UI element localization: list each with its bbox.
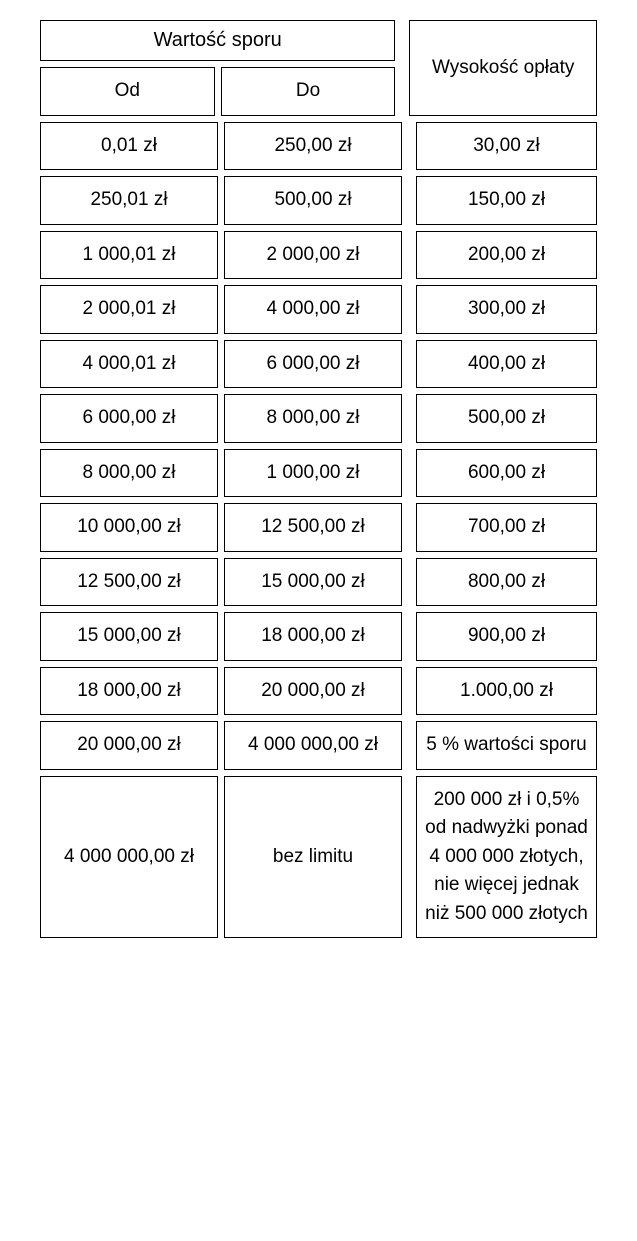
cell-od: 18 000,00 zł — [40, 667, 218, 716]
header-col-do: Do — [221, 67, 396, 116]
table-header-row: Wartość sporu Od Do Wysokość opłaty — [40, 20, 597, 116]
table-row: 4 000,01 zł 6 000,00 zł 400,00 zł — [40, 340, 597, 389]
cell-do: 20 000,00 zł — [224, 667, 402, 716]
table-row: 6 000,00 zł 8 000,00 zł 500,00 zł — [40, 394, 597, 443]
cell-od: 1 000,01 zł — [40, 231, 218, 280]
row-right: 150,00 zł — [416, 176, 597, 225]
cell-od: 250,01 zł — [40, 176, 218, 225]
cell-fee: 1.000,00 zł — [416, 667, 597, 716]
row-left: 10 000,00 zł 12 500,00 zł — [40, 503, 402, 552]
cell-do: 500,00 zł — [224, 176, 402, 225]
row-right: 1.000,00 zł — [416, 667, 597, 716]
cell-fee: 800,00 zł — [416, 558, 597, 607]
cell-od: 4 000 000,00 zł — [40, 776, 218, 939]
cell-fee: 400,00 zł — [416, 340, 597, 389]
cell-do: 250,00 zł — [224, 122, 402, 171]
cell-fee: 500,00 zł — [416, 394, 597, 443]
row-right: 30,00 zł — [416, 122, 597, 171]
row-right: 300,00 zł — [416, 285, 597, 334]
cell-fee: 600,00 zł — [416, 449, 597, 498]
row-right: 600,00 zł — [416, 449, 597, 498]
cell-fee: 200,00 zł — [416, 231, 597, 280]
row-right: 200,00 zł — [416, 231, 597, 280]
cell-od: 15 000,00 zł — [40, 612, 218, 661]
row-right: 400,00 zł — [416, 340, 597, 389]
row-right: 700,00 zł — [416, 503, 597, 552]
table-row: 4 000 000,00 zł bez limitu 200 000 zł i … — [40, 776, 597, 939]
cell-do: 15 000,00 zł — [224, 558, 402, 607]
cell-fee: 900,00 zł — [416, 612, 597, 661]
row-left: 250,01 zł 500,00 zł — [40, 176, 402, 225]
header-sub-row: Od Do — [40, 67, 395, 116]
cell-od: 6 000,00 zł — [40, 394, 218, 443]
cell-fee: 30,00 zł — [416, 122, 597, 171]
cell-do: 18 000,00 zł — [224, 612, 402, 661]
row-right: 900,00 zł — [416, 612, 597, 661]
cell-fee: 200 000 zł i 0,5% od nadwyżki ponad 4 00… — [416, 776, 597, 939]
cell-fee: 700,00 zł — [416, 503, 597, 552]
cell-od: 20 000,00 zł — [40, 721, 218, 770]
row-left: 4 000 000,00 zł bez limitu — [40, 776, 402, 939]
cell-do: 6 000,00 zł — [224, 340, 402, 389]
cell-od: 0,01 zł — [40, 122, 218, 171]
row-left: 18 000,00 zł 20 000,00 zł — [40, 667, 402, 716]
cell-od: 4 000,01 zł — [40, 340, 218, 389]
row-right: 500,00 zł — [416, 394, 597, 443]
table-row: 0,01 zł 250,00 zł 30,00 zł — [40, 122, 597, 171]
table-row: 2 000,01 zł 4 000,00 zł 300,00 zł — [40, 285, 597, 334]
row-left: 4 000,01 zł 6 000,00 zł — [40, 340, 402, 389]
row-left: 2 000,01 zł 4 000,00 zł — [40, 285, 402, 334]
cell-fee: 300,00 zł — [416, 285, 597, 334]
row-left: 20 000,00 zł 4 000 000,00 zł — [40, 721, 402, 770]
cell-od: 2 000,01 zł — [40, 285, 218, 334]
cell-od: 12 500,00 zł — [40, 558, 218, 607]
table-row: 250,01 zł 500,00 zł 150,00 zł — [40, 176, 597, 225]
header-left-group: Wartość sporu Od Do — [40, 20, 395, 116]
cell-do: 8 000,00 zł — [224, 394, 402, 443]
cell-do: 2 000,00 zł — [224, 231, 402, 280]
cell-od: 10 000,00 zł — [40, 503, 218, 552]
cell-do: 4 000 000,00 zł — [224, 721, 402, 770]
table-row: 10 000,00 zł 12 500,00 zł 700,00 zł — [40, 503, 597, 552]
row-left: 6 000,00 zł 8 000,00 zł — [40, 394, 402, 443]
cell-od: 8 000,00 zł — [40, 449, 218, 498]
row-right: 5 % wartości sporu — [416, 721, 597, 770]
table-row: 18 000,00 zł 20 000,00 zł 1.000,00 zł — [40, 667, 597, 716]
row-left: 8 000,00 zł 1 000,00 zł — [40, 449, 402, 498]
cell-fee: 150,00 zł — [416, 176, 597, 225]
header-col-od: Od — [40, 67, 215, 116]
row-right: 800,00 zł — [416, 558, 597, 607]
row-left: 0,01 zł 250,00 zł — [40, 122, 402, 171]
fee-table: Wartość sporu Od Do Wysokość opłaty 0,01… — [40, 20, 597, 938]
row-left: 1 000,01 zł 2 000,00 zł — [40, 231, 402, 280]
table-row: 12 500,00 zł 15 000,00 zł 800,00 zł — [40, 558, 597, 607]
table-row: 15 000,00 zł 18 000,00 zł 900,00 zł — [40, 612, 597, 661]
row-left: 15 000,00 zł 18 000,00 zł — [40, 612, 402, 661]
header-dispute-value: Wartość sporu — [40, 20, 395, 61]
cell-do: 12 500,00 zł — [224, 503, 402, 552]
table-row: 8 000,00 zł 1 000,00 zł 600,00 zł — [40, 449, 597, 498]
header-col-fee: Wysokość opłaty — [409, 20, 597, 116]
cell-do: bez limitu — [224, 776, 402, 939]
row-right: 200 000 zł i 0,5% od nadwyżki ponad 4 00… — [416, 776, 597, 939]
row-left: 12 500,00 zł 15 000,00 zł — [40, 558, 402, 607]
cell-do: 1 000,00 zł — [224, 449, 402, 498]
cell-do: 4 000,00 zł — [224, 285, 402, 334]
table-row: 1 000,01 zł 2 000,00 zł 200,00 zł — [40, 231, 597, 280]
cell-fee: 5 % wartości sporu — [416, 721, 597, 770]
table-row: 20 000,00 zł 4 000 000,00 zł 5 % wartośc… — [40, 721, 597, 770]
